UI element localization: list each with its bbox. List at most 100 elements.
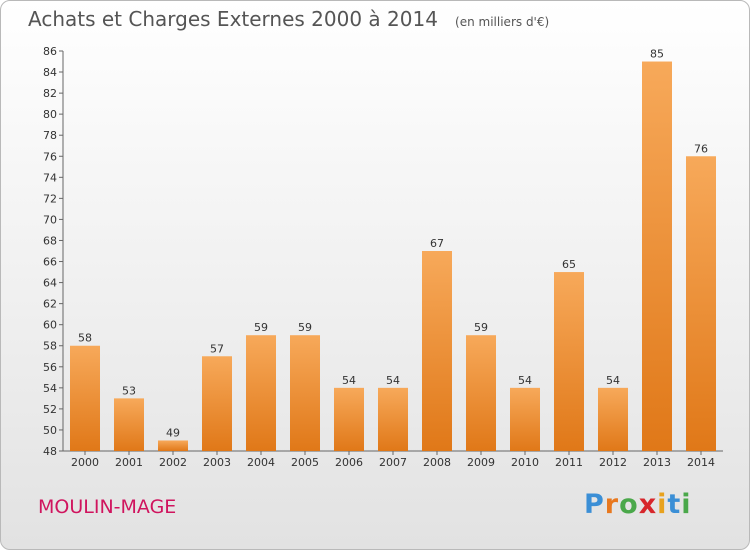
y-tick: 80 [43, 108, 63, 121]
bar [334, 387, 364, 451]
x-tick-label: 2008 [423, 456, 451, 469]
y-tick-label: 70 [43, 213, 57, 226]
logo-letter: P [584, 489, 605, 520]
bar [114, 398, 144, 451]
x-tick-label: 2005 [291, 456, 319, 469]
bar [598, 387, 628, 451]
bar [642, 61, 672, 452]
y-tick: 74 [43, 171, 63, 184]
x-tick-label: 2006 [335, 456, 363, 469]
x-tick: 2002 [159, 451, 187, 469]
logo-letter: r [604, 489, 620, 520]
y-tick-label: 78 [43, 129, 57, 142]
x-axis: 2000 2001 2002 2003 2004 2005 2006 2007 2008 2009… [63, 450, 723, 469]
x-tick: 2001 [115, 451, 143, 469]
y-tick-label: 66 [43, 256, 57, 269]
y-tick-label: 60 [43, 319, 57, 332]
x-tick: 2004 [247, 451, 275, 469]
bar-value-label: 59 [298, 321, 312, 334]
x-tick: 2003 [203, 451, 231, 469]
x-tick: 2007 [379, 451, 407, 469]
logo-letter: x [638, 489, 658, 520]
y-tick: 86 [43, 45, 63, 58]
y-tick: 50 [43, 424, 63, 437]
x-tick: 2006 [335, 451, 363, 469]
x-tick: 2005 [291, 451, 319, 469]
logo-letter: o [619, 489, 639, 520]
y-tick-label: 56 [43, 361, 57, 374]
bar-value-label: 49 [166, 426, 180, 439]
y-tick-label: 62 [43, 298, 57, 311]
bar-value-label: 53 [122, 384, 136, 397]
x-tick: 2000 [71, 451, 99, 469]
logo-letter: i [681, 489, 692, 520]
x-tick-label: 2010 [511, 456, 539, 469]
proxiti-logo: Proxiti [584, 489, 692, 520]
x-tick: 2012 [599, 451, 627, 469]
bar-value-label: 54 [386, 374, 400, 387]
x-tick: 2009 [467, 451, 495, 469]
logo-letter: i [657, 489, 668, 520]
bar-value-label: 54 [342, 374, 356, 387]
y-tick: 56 [43, 361, 63, 374]
y-tick: 62 [43, 298, 63, 311]
y-tick: 58 [43, 340, 63, 353]
bar [510, 387, 540, 451]
bar-value-label: 76 [694, 142, 708, 155]
bar-value-label: 58 [78, 332, 92, 345]
bar [202, 356, 232, 451]
y-tick: 60 [43, 319, 63, 332]
bar-value-label: 67 [430, 237, 444, 250]
y-tick: 84 [43, 66, 63, 79]
y-tick-label: 52 [43, 403, 57, 416]
x-tick-label: 2001 [115, 456, 143, 469]
x-tick-label: 2013 [643, 456, 671, 469]
y-tick-label: 64 [43, 277, 57, 290]
chart-title: Achats et Charges Externes 2000 à 2014 [28, 7, 438, 31]
y-tick: 48 [43, 445, 63, 458]
commune-name: MOULIN-MAGE [38, 496, 177, 518]
y-tick-label: 86 [43, 45, 57, 58]
title-row: Achats et Charges Externes 2000 à 2014 (… [28, 7, 549, 31]
logo-letter: t [667, 489, 682, 520]
x-tick-label: 2012 [599, 456, 627, 469]
bar [290, 335, 320, 451]
y-tick: 76 [43, 150, 63, 163]
y-tick-label: 54 [43, 382, 57, 395]
y-tick-label: 84 [43, 66, 57, 79]
y-axis: 48 50 52 54 56 58 60 62 64 66 68 70 72 74 76 78 80 82 84 86 [43, 45, 64, 458]
bar [378, 387, 408, 451]
y-tick: 72 [43, 192, 63, 205]
y-tick-label: 82 [43, 87, 57, 100]
bar [158, 440, 188, 451]
y-tick-label: 80 [43, 108, 57, 121]
bar [554, 272, 584, 451]
y-tick-label: 74 [43, 171, 57, 184]
bar [466, 335, 496, 451]
y-tick-label: 48 [43, 445, 57, 458]
x-tick-label: 2007 [379, 456, 407, 469]
bar-value-label: 59 [254, 321, 268, 334]
x-tick-label: 2011 [555, 456, 583, 469]
y-tick: 54 [43, 382, 63, 395]
bar [422, 251, 452, 451]
x-tick: 2013 [643, 451, 671, 469]
x-tick: 2011 [555, 451, 583, 469]
x-tick-label: 2002 [159, 456, 187, 469]
y-tick: 68 [43, 234, 63, 247]
y-tick-label: 76 [43, 150, 57, 163]
bar-value-label: 65 [562, 258, 576, 271]
y-tick: 64 [43, 277, 63, 290]
bar-value-label: 85 [650, 48, 664, 61]
x-tick: 2014 [687, 451, 715, 469]
y-tick-label: 50 [43, 424, 57, 437]
y-tick-label: 68 [43, 234, 57, 247]
y-tick-label: 58 [43, 340, 57, 353]
y-tick: 78 [43, 129, 63, 142]
y-tick: 70 [43, 213, 63, 226]
bar [70, 345, 100, 451]
x-tick-label: 2014 [687, 456, 715, 469]
x-tick-label: 2004 [247, 456, 275, 469]
bar-value-label: 54 [518, 374, 532, 387]
